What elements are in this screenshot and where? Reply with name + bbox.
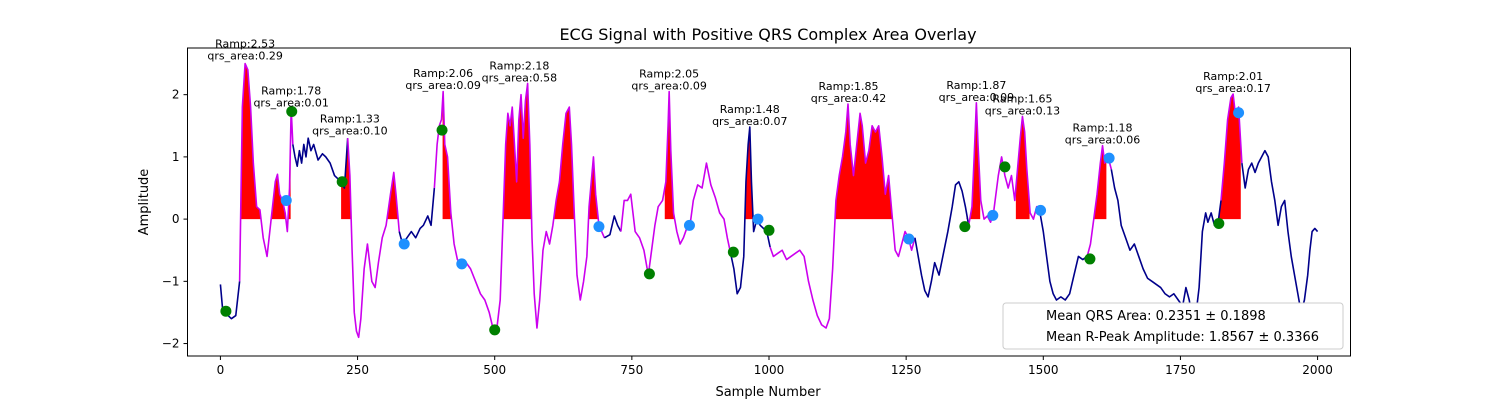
annotation-ramp-9: Ramp:1.65 [992, 92, 1052, 105]
qrs-offset-marker-6 [903, 233, 915, 245]
qrs-segment-line-7 [620, 90, 732, 276]
annotation-ramp-7: Ramp:1.85 [819, 80, 879, 93]
qrs-onset-marker-1 [286, 105, 298, 117]
legend-entry-qrs-area: Mean QRS Area: 0.2351 ± 0.1898 [1046, 309, 1266, 324]
qrs-onset-marker-2 [336, 176, 348, 188]
qrs-offset-marker-2 [456, 258, 468, 270]
x-tick-label-1: 250 [346, 363, 369, 377]
legend-entry-r-peak: Mean R-Peak Amplitude: 1.8567 ± 0.3366 [1046, 330, 1319, 345]
qrs-area-fill-9 [1092, 145, 1107, 220]
qrs-offset-marker-3 [593, 221, 605, 233]
x-axis-ticks: 0 250 500 750 1000 1250 1500 1750 2000 [217, 356, 1333, 377]
qrs-offset-marker-4 [683, 219, 695, 231]
annotation-qrs-area-6: qrs_area:0.07 [712, 115, 787, 128]
qrs-onset-marker-6 [727, 246, 739, 258]
annotation-ramp-11: Ramp:2.01 [1203, 70, 1263, 83]
qrs-offset-marker-5 [752, 213, 764, 225]
annotation-qrs-area-2: qrs_area:0.10 [312, 124, 387, 137]
qrs-area-fill-10 [1218, 94, 1241, 220]
qrs-onset-marker-9 [999, 161, 1011, 173]
qrs-area-fill-3 [502, 83, 599, 220]
qrs-area-fill-6 [769, 104, 896, 220]
annotation-qrs-area-11: qrs_area:0.17 [1195, 82, 1270, 95]
qrs-area-fill-8 [1015, 116, 1030, 220]
qrs-offset-marker-1 [398, 238, 410, 250]
qrs-segment-line-9 [769, 103, 916, 329]
qrs-onset-marker-0 [220, 305, 232, 317]
annotation-ramp-10: Ramp:1.18 [1073, 122, 1133, 135]
legend: Mean QRS Area: 0.2351 ± 0.1898 Mean R-Pe… [1002, 302, 1344, 350]
qrs-segment-line-3 [346, 138, 401, 339]
y-axis-ticks: −2 −1 0 1 2 [162, 88, 188, 351]
qrs-offset-marker-9 [1103, 152, 1115, 164]
ecg-signal-line-10 [914, 180, 970, 298]
qrs-onset-marker-8 [959, 221, 971, 233]
x-tick-label-6: 1500 [1028, 363, 1059, 377]
ecg-signal-line-8 [729, 126, 771, 295]
x-tick-label-2: 500 [483, 363, 506, 377]
qrs-offset-marker-10 [1233, 107, 1245, 119]
qrs-onset-marker-3 [436, 124, 448, 136]
annotation-ramp-6: Ramp:1.48 [720, 103, 780, 116]
qrs-onset-marker-11 [1213, 217, 1225, 229]
qrs-onset-marker-4 [489, 324, 501, 336]
qrs-onset-marker-10 [1084, 253, 1096, 265]
qrs-segment-line-1 [238, 62, 294, 282]
x-tick-label-7: 1750 [1165, 363, 1196, 377]
y-tick-label-0: −2 [162, 337, 180, 351]
x-tick-label-3: 750 [620, 363, 643, 377]
ecg-signal-line-14 [1110, 169, 1222, 320]
y-tick-label-2: 0 [172, 212, 180, 226]
x-tick-label-0: 0 [217, 363, 225, 377]
annotation-ramp-4: Ramp:2.18 [489, 59, 549, 72]
annotation-qrs-area-3: qrs_area:0.09 [405, 79, 480, 92]
y-tick-label-3: 1 [172, 150, 180, 164]
annotations: Ramp:2.53qrs_area:0.29Ramp:1.78qrs_area:… [207, 38, 1270, 147]
legend-box [1002, 302, 1344, 350]
y-tick-label-1: −1 [162, 274, 180, 288]
ecg-signal-line-6 [604, 215, 622, 239]
x-axis-label: Sample Number [715, 385, 821, 400]
annotation-qrs-area-8: qrs_area:0.09 [939, 91, 1014, 104]
y-tick-label-4: 2 [172, 88, 180, 102]
annotation-qrs-area-1: qrs_area:0.01 [253, 96, 328, 109]
ecg-signal-line-12 [1039, 212, 1088, 301]
ecg-signal-line-16 [1241, 149, 1319, 314]
qrs-offset-marker-0 [280, 194, 292, 206]
chart-title: ECG Signal with Positive QRS Complex Are… [559, 25, 976, 44]
annotation-qrs-area-9: qrs_area:0.13 [985, 104, 1060, 117]
annotation-ramp-8: Ramp:1.87 [946, 79, 1006, 92]
annotation-ramp-0: Ramp:2.53 [215, 38, 275, 51]
annotation-ramp-1: Ramp:1.78 [261, 84, 321, 97]
qrs-onset-marker-7 [763, 224, 775, 236]
annotation-ramp-5: Ramp:2.05 [639, 68, 699, 81]
x-tick-label-4: 1000 [754, 363, 785, 377]
x-tick-label-5: 1250 [891, 363, 922, 377]
qrs-offset-marker-7 [987, 209, 999, 221]
qrs-area-fill-5 [744, 127, 756, 220]
annotation-qrs-area-7: qrs_area:0.42 [811, 92, 886, 105]
annotation-ramp-3: Ramp:2.06 [413, 67, 473, 80]
qrs-segment-line-11 [967, 101, 1041, 226]
annotation-qrs-area-4: qrs_area:0.58 [482, 71, 557, 84]
qrs-area-fill-1 [341, 138, 402, 220]
markers [220, 105, 1245, 336]
annotation-ramp-2: Ramp:1.33 [320, 112, 380, 125]
y-axis-label: Amplitude [137, 169, 152, 236]
qrs-onset-marker-5 [643, 268, 655, 280]
annotation-qrs-area-0: qrs_area:0.29 [207, 50, 282, 63]
annotation-qrs-area-5: qrs_area:0.09 [631, 80, 706, 93]
annotation-qrs-area-10: qrs_area:0.06 [1065, 134, 1140, 147]
x-tick-label-8: 2000 [1302, 363, 1333, 377]
qrs-offset-marker-8 [1035, 204, 1047, 216]
signal-lines [219, 62, 1319, 339]
